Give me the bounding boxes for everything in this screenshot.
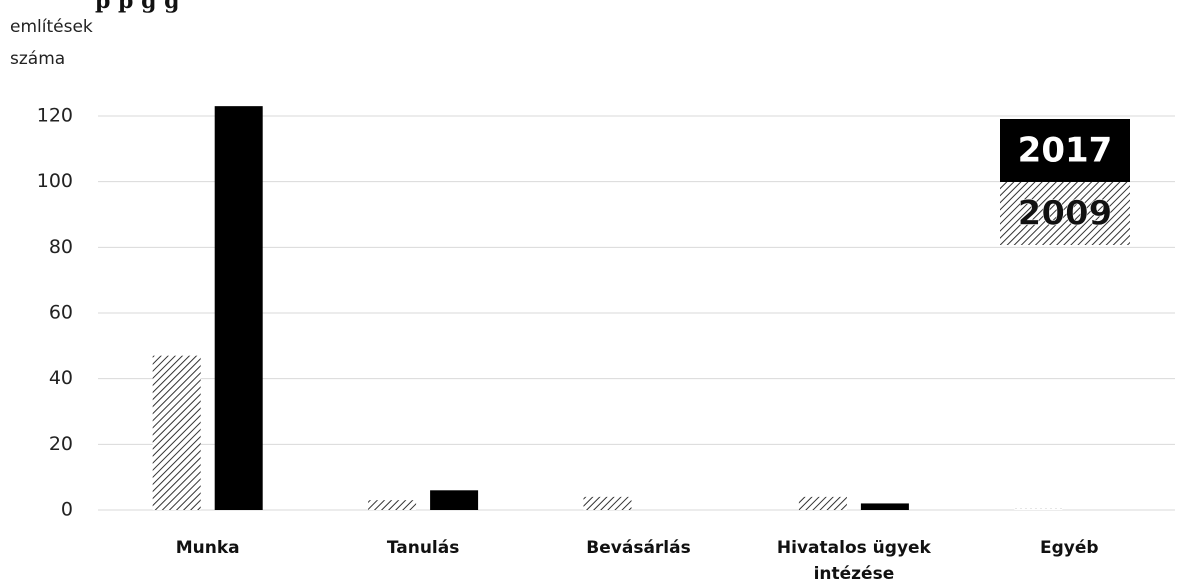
chart-title: p p g g xyxy=(95,0,180,14)
x-category-label: Bevásárlás xyxy=(586,538,690,558)
legend-swatch-2009 xyxy=(1000,182,1130,245)
y-axis-ticks: 0 20 40 60 80 100 120 xyxy=(37,105,73,521)
bar-2009-2 xyxy=(583,496,632,510)
x-category-label: intézése xyxy=(814,564,895,584)
y-tick-label: 20 xyxy=(49,433,73,455)
y-axis-label: említések száma xyxy=(10,17,93,69)
y-tick-label: 80 xyxy=(49,236,73,258)
bar-2009-4 xyxy=(1014,508,1063,510)
legend-label-2009: 2009 xyxy=(1018,194,1113,234)
y-axis-label-line: száma xyxy=(10,49,65,69)
bar-2017-0 xyxy=(214,106,263,511)
x-category-label: Hivatalos ügyek xyxy=(777,538,932,558)
bar-2017-1 xyxy=(430,490,479,510)
legend-label-2017: 2017 xyxy=(1018,131,1113,171)
legend-swatch-2017 xyxy=(1000,119,1130,182)
y-tick-label: 60 xyxy=(49,302,73,324)
y-tick-label: 0 xyxy=(61,499,73,521)
legend: 2017 2009 xyxy=(1000,119,1130,245)
y-axis-label-line: említések xyxy=(10,17,93,37)
gridlines xyxy=(98,115,1175,511)
y-tick-label: 100 xyxy=(37,170,73,192)
bar-2009-3 xyxy=(798,496,847,510)
bar-2017-3 xyxy=(860,503,909,510)
bars xyxy=(152,106,1063,511)
x-category-label: Tanulás xyxy=(387,538,460,558)
bar-2009-1 xyxy=(368,500,417,510)
y-tick-label: 120 xyxy=(37,105,73,127)
x-axis-categories: Munka Tanulás Bevásárlás Hivatalos ügyek int… xyxy=(176,538,1099,584)
x-category-label: Munka xyxy=(176,538,240,558)
bar-2009-0 xyxy=(152,355,201,510)
y-tick-label: 40 xyxy=(49,367,73,389)
x-category-label: Egyéb xyxy=(1040,538,1099,558)
